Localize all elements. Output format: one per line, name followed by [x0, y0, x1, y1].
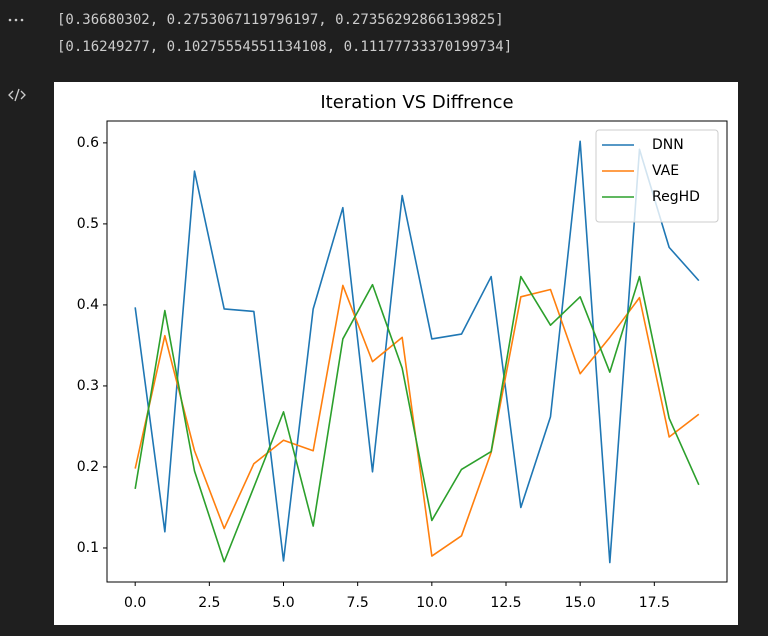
x-tick-label: 5.0 [272, 595, 294, 611]
plot-frame [106, 120, 728, 583]
y-tick-label: 0.4 [77, 297, 99, 313]
y-tick-label: 0.1 [77, 540, 99, 556]
code-icon[interactable] [8, 88, 26, 102]
x-tick-label: 0.0 [124, 595, 146, 611]
data-line [134, 275, 700, 563]
x-tick-label: 12.5 [490, 595, 521, 611]
y-tick-label: 0.3 [77, 378, 99, 394]
x-tick-label: 2.5 [198, 595, 220, 611]
y-tick-label: 0.2 [77, 459, 99, 475]
legend-label: RegHD [652, 189, 700, 205]
x-tick-label: 7.5 [347, 595, 369, 611]
x-tick-label: 15.0 [565, 595, 596, 611]
more-icon[interactable] [8, 18, 24, 22]
chart-title: Iteration VS Diffrence [320, 92, 513, 113]
y-tick-label: 0.5 [77, 216, 99, 232]
legend-label: VAE [652, 163, 679, 179]
data-line [134, 140, 700, 564]
output-line: [0.16249277, 0.10275554551134108, 0.1117… [57, 39, 512, 55]
y-tick-label: 0.6 [77, 135, 99, 151]
x-tick-label: 10.0 [416, 595, 447, 611]
output-line: [0.36680302, 0.2753067119796197, 0.27356… [57, 12, 504, 28]
legend-label: DNN [652, 137, 684, 153]
legend-box [595, 129, 719, 223]
x-tick-label: 17.5 [639, 595, 670, 611]
